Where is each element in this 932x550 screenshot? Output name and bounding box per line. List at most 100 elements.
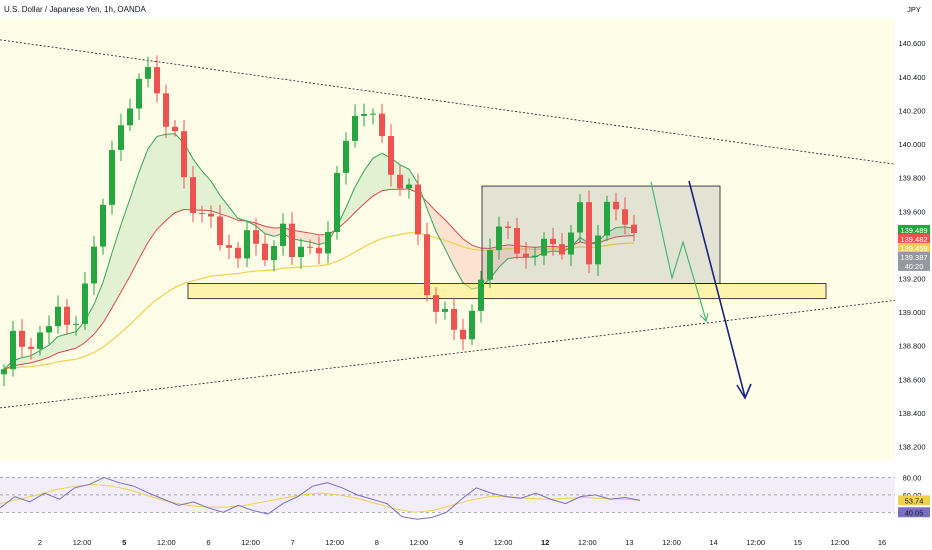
ema-ribbon-segment (607, 227, 616, 240)
candle-body (604, 201, 610, 236)
ema-ribbon-segment (139, 148, 148, 259)
candle-body (496, 226, 502, 251)
time-tick-label: 12:00 (662, 538, 681, 547)
green-arrow-head (699, 312, 709, 323)
rsi-value-box (898, 507, 930, 518)
price-label-text: 139.489 (900, 226, 927, 235)
candle-body (109, 149, 115, 205)
candle-body (64, 306, 70, 325)
rsi-value-box (898, 495, 930, 506)
candle-body (1, 369, 7, 375)
ema-ribbon-segment (364, 158, 373, 204)
candle-body (154, 67, 160, 94)
candle-body (514, 228, 520, 254)
candle-body (235, 247, 241, 259)
candle-body (334, 172, 340, 233)
ema-ribbon-segment (40, 345, 49, 361)
candle-body (91, 246, 97, 284)
time-tick-label: 12:00 (241, 538, 260, 547)
ema-ribbon-segment (346, 187, 355, 222)
ema-ribbon-segment (301, 231, 310, 243)
candle-body (37, 332, 43, 349)
candle-body (379, 113, 385, 137)
candle-body (226, 245, 232, 248)
time-tick-label: 9 (459, 538, 463, 547)
rsi-line (0, 476, 641, 520)
candle-body (289, 223, 295, 258)
time-tick-label: 12:00 (73, 538, 92, 547)
price-tick-label: 140.400 (898, 73, 925, 82)
candle-body (568, 232, 574, 255)
support-zone (187, 283, 827, 300)
candle-body (163, 93, 169, 127)
price-tick-label: 139.200 (898, 274, 925, 283)
candle-body (244, 230, 250, 259)
candle-body (28, 346, 34, 349)
time-tick-label: 12:00 (831, 538, 850, 547)
projection-arrow-layer (650, 180, 752, 400)
price-tick-label: 138.600 (898, 375, 925, 384)
chart-title: U.S. Dollar / Japanese Yen, 1h, OANDA (4, 5, 147, 14)
candle-body (199, 213, 205, 215)
candle-body (451, 308, 457, 330)
blue-arrow-head (736, 383, 752, 400)
candle-body (307, 246, 313, 248)
price-label-box (898, 233, 930, 244)
ema-ribbon-segment (166, 133, 175, 221)
ema-ribbon-segment (130, 172, 139, 277)
candle-body (460, 329, 466, 340)
candle-body (280, 223, 286, 247)
price-tick-label: 140.200 (898, 106, 925, 115)
ema-ribbon-segment (85, 304, 94, 343)
candle-body (622, 209, 628, 225)
time-tick-label: 12:00 (157, 538, 176, 547)
candle-body (46, 326, 52, 333)
price-tick-label: 138.400 (898, 409, 925, 418)
price-axis[interactable]: 140.600 140.400 140.200 140.000 139.800 139.6… (898, 39, 930, 517)
candle-body (577, 202, 583, 233)
candle-body (433, 295, 439, 312)
consolidation-box (481, 185, 721, 284)
time-tick-label: 12:00 (410, 538, 429, 547)
ema-ribbon-segment (58, 333, 67, 353)
candlestick-layer (1, 55, 637, 387)
candle-body (523, 253, 529, 258)
ema-ribbon-segment (148, 136, 157, 243)
ema-ribbon-segment (472, 245, 481, 290)
candle-body (559, 244, 565, 255)
time-tick-label: 8 (375, 538, 379, 547)
ema-ribbon-segment (616, 226, 625, 238)
candle-body (253, 230, 259, 244)
candle-body (406, 184, 412, 189)
candle-body (127, 108, 133, 126)
rsi-pane (0, 476, 895, 520)
ema-ribbon-segment (373, 153, 382, 196)
candle-body (505, 226, 511, 229)
blue-projection-arrow (688, 180, 746, 398)
time-tick-label: 6 (206, 538, 210, 547)
time-axis[interactable]: 2 12:00 5 12:00 6 12:00 7 12:00 8 12:00 9 12:00 12 12… (38, 538, 886, 547)
time-tick-label: 15 (794, 538, 802, 547)
candle-body (208, 213, 214, 217)
ema-ribbon-segment (202, 170, 211, 211)
candle-body (316, 247, 322, 254)
candle-body (442, 308, 448, 312)
time-tick-label: 12:00 (746, 538, 765, 547)
price-label-box (898, 242, 930, 253)
candle-body (541, 238, 547, 256)
ema-ribbon-segment (445, 219, 454, 267)
time-tick-label: 13 (625, 538, 633, 547)
ema-ribbon-segment (310, 233, 319, 245)
triangle-upper-line (0, 39, 896, 165)
candle-body (352, 115, 358, 141)
price-tick-label: 139.600 (898, 207, 925, 216)
ema-ribbon-segment (67, 331, 76, 351)
time-tick-label: 12:00 (578, 538, 597, 547)
rsi-tick-label: 80.00 (903, 473, 922, 482)
ema-ribbon-segment (355, 170, 364, 213)
price-tick-label: 140.000 (898, 140, 925, 149)
triangle-trendline-layer (0, 39, 896, 409)
rsi-value-text: 40.05 (905, 508, 924, 517)
candle-body (424, 234, 430, 296)
